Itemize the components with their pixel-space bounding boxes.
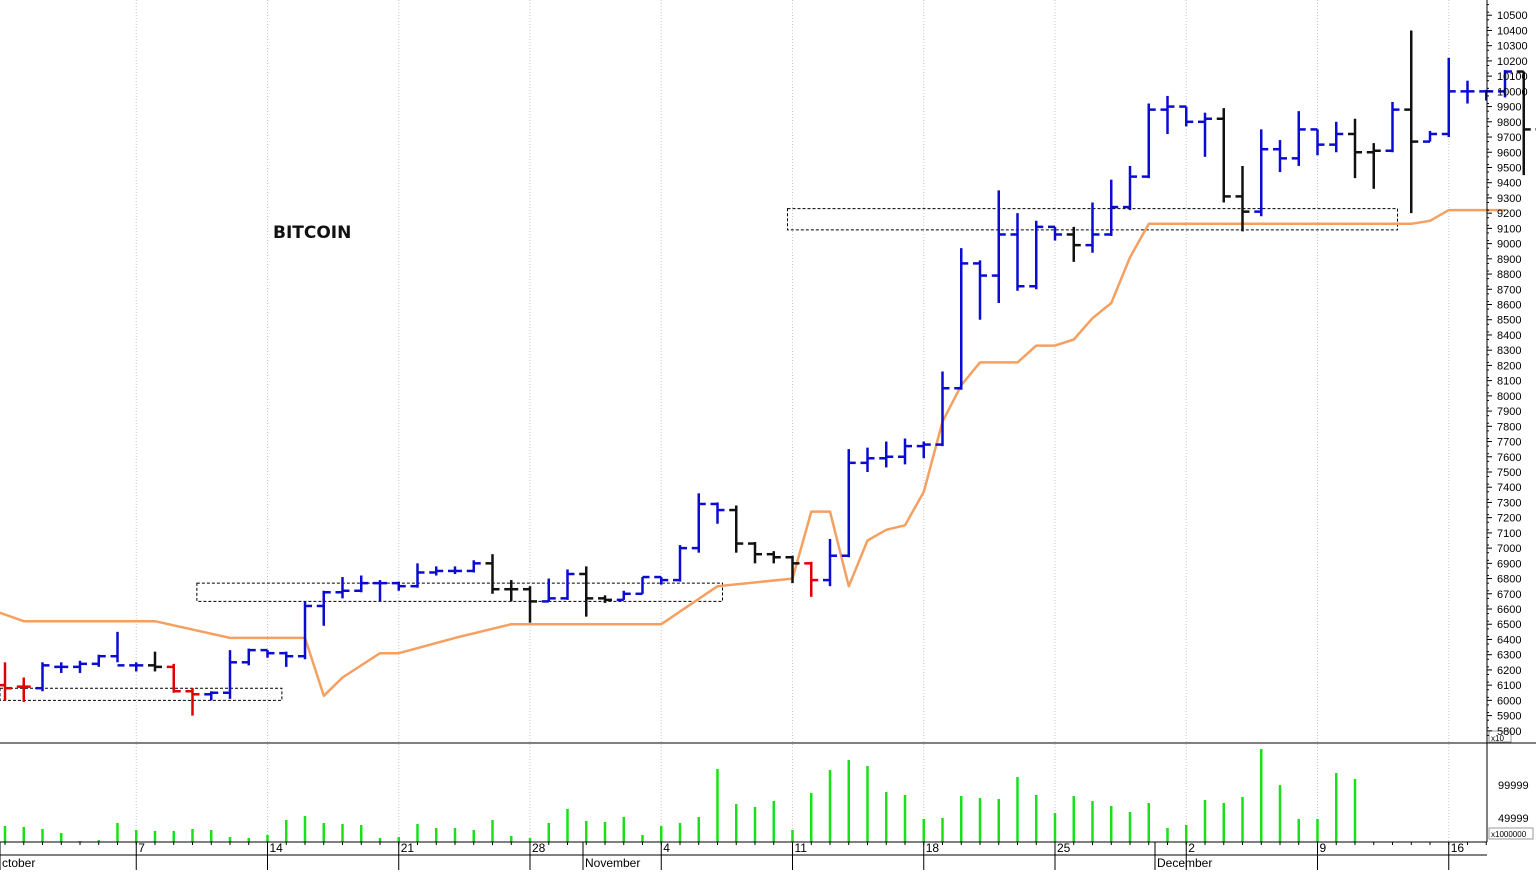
price-tick-label: 9500 [1497, 162, 1521, 174]
price-tick-label: 6300 [1497, 650, 1521, 662]
price-tick-label: 9200 [1497, 208, 1521, 220]
price-tick-label: 8700 [1497, 284, 1521, 296]
price-tick-label: 6400 [1497, 634, 1521, 646]
price-tick-label: 6200 [1497, 665, 1521, 677]
date-tick-label: 25 [1057, 841, 1071, 855]
volume-multiplier-box [1488, 827, 1534, 840]
price-tick-label: 9000 [1497, 239, 1521, 251]
price-tick-label: 7800 [1497, 421, 1521, 433]
price-tick-label: 7200 [1497, 513, 1521, 525]
trend-line-path [0, 208, 1505, 698]
price-tick-label: 8100 [1497, 376, 1521, 388]
price-tick-label: 7300 [1497, 497, 1521, 509]
price-tick-label: 7000 [1497, 543, 1521, 555]
price-tick-label: 9600 [1497, 147, 1521, 159]
price-tick-label: 7100 [1497, 528, 1521, 540]
price-tick-label: 9800 [1497, 117, 1521, 129]
date-tick-label: December [1157, 856, 1212, 870]
price-tick-label: 7400 [1497, 482, 1521, 494]
date-tick-label: ctober [2, 856, 35, 870]
date-tick-label: 9 [1320, 841, 1327, 855]
price-tick-label: 7900 [1497, 406, 1521, 418]
date-tick-label: 14 [270, 841, 284, 855]
price-tick-label: 9700 [1497, 132, 1521, 144]
date-tick-label: 2 [1188, 841, 1195, 855]
price-tick-label: 8200 [1497, 360, 1521, 372]
price-tick-label: 10100 [1497, 71, 1528, 83]
price-tick-label: 9300 [1497, 193, 1521, 205]
support-boxes [0, 208, 1398, 701]
volume-bars [3, 749, 1357, 842]
date-tick-label: November [585, 856, 640, 870]
price-tick-label: 8300 [1497, 345, 1521, 357]
price-tick-label: 6900 [1497, 558, 1521, 570]
price-tick-label: 8000 [1497, 391, 1521, 403]
price-tick-label: 6000 [1497, 695, 1521, 707]
price-axis-labels: 5800 5900 6000 6100 6200 6300 6400 6500 6600 6700… [1497, 10, 1528, 738]
price-bars [0, 30, 1536, 716]
trend-line [0, 208, 1505, 698]
date-tick-label: 28 [532, 841, 546, 855]
price-tick-label: 8900 [1497, 254, 1521, 266]
price-tick-label: 6500 [1497, 619, 1521, 631]
volume-multiplier-bottom: x1000000 [1491, 830, 1527, 839]
support-box [0, 687, 283, 701]
date-tick-label: 18 [926, 841, 940, 855]
volume-tick-label: 99999 [1498, 780, 1529, 792]
price-tick-label: 6700 [1497, 589, 1521, 601]
price-tick-label: 5900 [1497, 711, 1521, 723]
price-tick-label: 9900 [1497, 102, 1521, 114]
price-tick-label: 6100 [1497, 680, 1521, 692]
price-tick-label: 8600 [1497, 300, 1521, 312]
price-tick-label: 8400 [1497, 330, 1521, 342]
date-tick-label: 4 [663, 841, 670, 855]
gridlines [135, 0, 1450, 842]
price-tick-label: 6600 [1497, 604, 1521, 616]
price-tick-label: 10500 [1497, 10, 1528, 22]
volume-tick-label: 49999 [1498, 813, 1529, 825]
volume-multiplier-box [1488, 730, 1512, 743]
price-tick-label: 5800 [1497, 726, 1521, 738]
date-tick-label: 11 [795, 841, 808, 855]
price-tick-label: 7600 [1497, 452, 1521, 464]
support-box [196, 582, 723, 602]
price-tick-label: 10200 [1497, 56, 1528, 68]
price-tick-label: 8800 [1497, 269, 1521, 281]
volume-multiplier-top: x10 [1491, 734, 1504, 743]
price-tick-label: 7500 [1497, 467, 1521, 479]
chart-title: BITCOIN [273, 223, 351, 243]
price-tick-label: 8500 [1497, 315, 1521, 327]
date-tick-label: 16 [1451, 841, 1465, 855]
price-tick-label: 7700 [1497, 437, 1521, 449]
price-tick-label: 10300 [1497, 41, 1528, 53]
price-tick-label: 9400 [1497, 178, 1521, 190]
date-tick-label: 21 [401, 841, 415, 855]
price-tick-label: 10000 [1497, 86, 1528, 98]
date-tick-label: 7 [138, 841, 145, 855]
price-tick-label: 9100 [1497, 223, 1521, 235]
price-tick-label: 6800 [1497, 574, 1521, 586]
price-tick-label: 10400 [1497, 25, 1528, 37]
